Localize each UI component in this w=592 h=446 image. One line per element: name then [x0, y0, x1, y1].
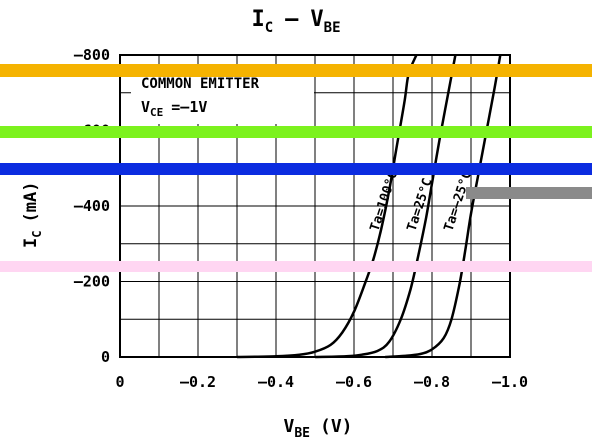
y-tick-label: 0	[101, 348, 110, 366]
x-axis-label: VBE (V)	[283, 416, 352, 441]
svg-text:IC(mA): IC(mA)	[21, 182, 44, 248]
x-tick-label: –0.2	[180, 373, 216, 391]
x-tick-labels: 0 –0.2 –0.4 –0.6 –0.8 –1.0	[115, 373, 528, 391]
overlay-bar-green	[0, 126, 592, 138]
y-tick-label: –400	[74, 197, 110, 215]
series-line-1	[314, 54, 457, 359]
annotation-vce: VCE =–1V	[141, 98, 207, 119]
overlay-bar-pink	[0, 261, 592, 272]
series-line-0	[236, 54, 418, 359]
svg-text:Ta=25°C: Ta=25°C	[405, 176, 436, 233]
curve-label-100: Ta=100°C	[368, 169, 402, 233]
x-tick-label: –0.4	[258, 373, 294, 391]
overlay-bars	[0, 64, 592, 272]
overlay-bar-gray	[466, 187, 592, 199]
svg-text:Ta=100°C: Ta=100°C	[368, 169, 402, 233]
y-tick-label: –200	[74, 273, 110, 291]
x-tick-label: –0.6	[336, 373, 372, 391]
annotation-common-emitter: COMMON EMITTER	[141, 76, 260, 92]
y-tick-label: –800	[74, 46, 110, 64]
overlay-bar-orange	[0, 64, 592, 77]
x-tick-label: –0.8	[414, 373, 450, 391]
curve-label-25: Ta=25°C	[405, 176, 436, 233]
y-tick-labels: 0–200–400–600–800	[74, 46, 110, 366]
x-tick-label: 0	[115, 373, 124, 391]
x-tick-label: –1.0	[492, 373, 528, 391]
y-axis-label: IC(mA)	[21, 182, 44, 248]
overlay-bar-blue	[0, 163, 592, 175]
chart-title: IC – VBE	[251, 7, 340, 36]
